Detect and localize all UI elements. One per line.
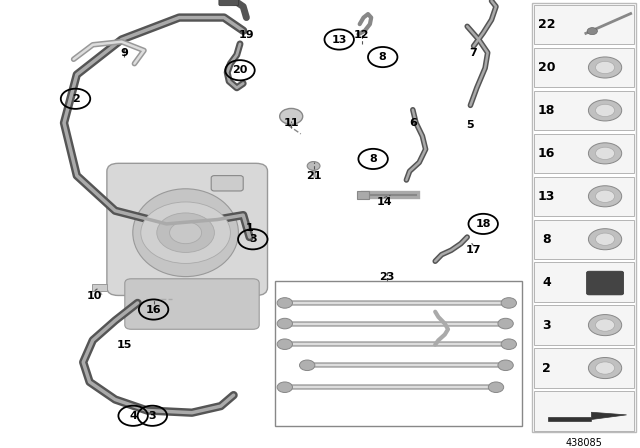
FancyBboxPatch shape [532, 3, 636, 432]
Ellipse shape [595, 61, 614, 73]
Ellipse shape [595, 104, 614, 116]
Polygon shape [548, 412, 627, 422]
FancyBboxPatch shape [534, 220, 634, 259]
Text: 14: 14 [376, 197, 392, 207]
FancyBboxPatch shape [534, 177, 634, 216]
FancyBboxPatch shape [534, 48, 634, 87]
FancyBboxPatch shape [534, 134, 634, 173]
FancyBboxPatch shape [534, 90, 634, 130]
Circle shape [280, 108, 303, 124]
FancyBboxPatch shape [586, 271, 623, 295]
Circle shape [498, 318, 513, 329]
Circle shape [170, 222, 202, 244]
FancyBboxPatch shape [275, 281, 522, 426]
FancyBboxPatch shape [107, 164, 268, 296]
Text: 7: 7 [470, 47, 477, 58]
Text: 1: 1 [246, 223, 253, 233]
Text: 20: 20 [538, 61, 556, 74]
Text: 23: 23 [380, 271, 395, 282]
Circle shape [277, 382, 292, 392]
FancyBboxPatch shape [534, 5, 634, 44]
Text: 15: 15 [117, 340, 132, 349]
Text: 10: 10 [87, 291, 102, 302]
Circle shape [501, 297, 516, 308]
Text: 8: 8 [379, 52, 387, 62]
Ellipse shape [595, 147, 614, 159]
Text: 2: 2 [72, 94, 79, 104]
Ellipse shape [588, 143, 621, 164]
Circle shape [277, 318, 292, 329]
Text: 2: 2 [542, 362, 551, 375]
Text: 4: 4 [129, 411, 137, 421]
Text: 8: 8 [542, 233, 551, 246]
FancyBboxPatch shape [219, 0, 239, 6]
Text: 13: 13 [332, 34, 347, 44]
FancyBboxPatch shape [534, 306, 634, 345]
Text: 3: 3 [249, 234, 257, 244]
Circle shape [307, 162, 320, 170]
Text: 438085: 438085 [566, 438, 603, 448]
Ellipse shape [595, 362, 614, 374]
Circle shape [277, 339, 292, 349]
Circle shape [501, 339, 516, 349]
Text: 17: 17 [466, 245, 481, 255]
FancyBboxPatch shape [211, 176, 243, 191]
Text: 9: 9 [121, 47, 129, 58]
Ellipse shape [133, 189, 239, 276]
Text: 21: 21 [306, 171, 321, 181]
Circle shape [587, 28, 597, 34]
Ellipse shape [595, 190, 614, 202]
Text: 19: 19 [239, 30, 254, 40]
FancyBboxPatch shape [534, 349, 634, 388]
Circle shape [300, 360, 315, 370]
Text: 16: 16 [538, 147, 556, 160]
Ellipse shape [588, 186, 621, 207]
Text: 18: 18 [476, 219, 491, 229]
FancyBboxPatch shape [92, 284, 107, 291]
Ellipse shape [588, 358, 621, 379]
FancyBboxPatch shape [357, 191, 369, 199]
Text: 22: 22 [538, 18, 556, 31]
Text: 12: 12 [354, 30, 369, 40]
Circle shape [498, 360, 513, 370]
Text: 20: 20 [232, 65, 248, 75]
Ellipse shape [588, 100, 621, 121]
Text: 18: 18 [538, 104, 556, 117]
Text: 8: 8 [369, 154, 377, 164]
Text: 6: 6 [409, 118, 417, 128]
Ellipse shape [588, 314, 621, 336]
Text: 11: 11 [284, 118, 299, 128]
Ellipse shape [595, 233, 614, 246]
Text: 13: 13 [538, 190, 556, 203]
Ellipse shape [588, 57, 621, 78]
Text: 3: 3 [148, 411, 156, 421]
Circle shape [141, 202, 230, 263]
Ellipse shape [588, 228, 621, 250]
FancyBboxPatch shape [534, 391, 634, 431]
Text: 3: 3 [542, 319, 551, 332]
Ellipse shape [595, 319, 614, 331]
Text: 5: 5 [467, 120, 474, 130]
FancyBboxPatch shape [125, 279, 259, 329]
Circle shape [277, 297, 292, 308]
Circle shape [157, 213, 214, 252]
FancyBboxPatch shape [534, 263, 634, 302]
Circle shape [488, 382, 504, 392]
Text: 16: 16 [146, 305, 161, 314]
Text: 4: 4 [542, 276, 551, 289]
